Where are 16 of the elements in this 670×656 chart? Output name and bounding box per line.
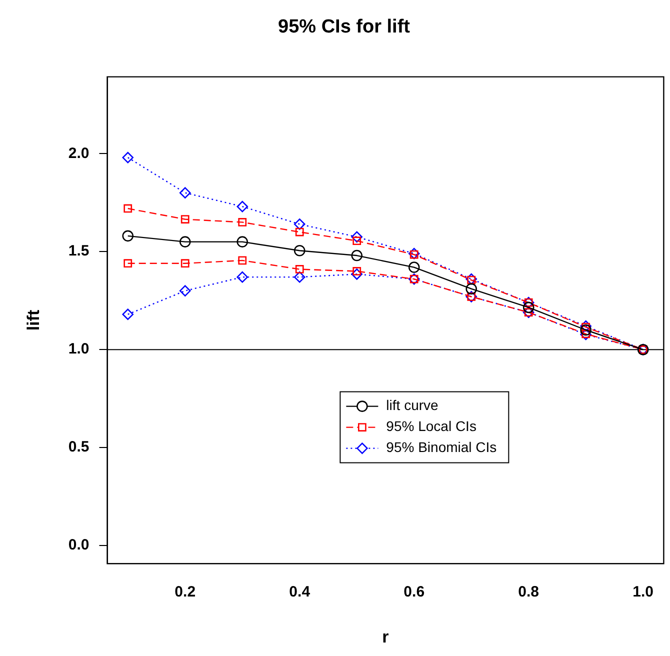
x-axis-title: r: [382, 627, 390, 646]
x-tick-label: 0.6: [404, 584, 425, 601]
y-tick-label: 2.0: [68, 144, 90, 162]
y-tick-label: 0.0: [68, 536, 90, 554]
y-tick-label: 1.5: [68, 242, 90, 260]
chart-title: 95% CIs for lift: [278, 16, 411, 38]
legend-label: lift curve: [386, 397, 439, 414]
y-axis-title: lift: [24, 309, 43, 331]
x-tick-label: 1.0: [632, 584, 654, 601]
legend-label: 95% Binomial CIs: [386, 439, 497, 456]
y-tick-label: 0.5: [68, 438, 90, 456]
y-tick-label: 1.0: [68, 340, 90, 358]
x-tick-label: 0.2: [174, 584, 196, 601]
x-tick-label: 0.8: [518, 584, 540, 601]
x-tick-label: 0.4: [289, 584, 311, 601]
legend-label: 95% Local CIs: [386, 418, 476, 434]
